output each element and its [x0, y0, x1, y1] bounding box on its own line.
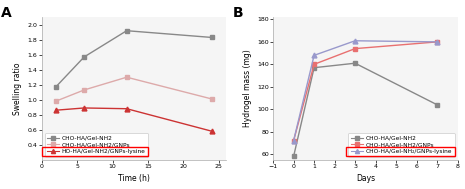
CHO-HA/Gel-NH₂/GNPs-lysine — [291, 139, 296, 142]
CHO-HA/Gel-NH2/GNPs — [209, 98, 214, 100]
CHO-HA/Gel-NH2/GNPs — [311, 63, 317, 65]
Line: CHO-HA/Gel-NH2: CHO-HA/Gel-NH2 — [291, 61, 439, 159]
Line: CHO-HA/Gel-NH2/GNPs: CHO-HA/Gel-NH2/GNPs — [53, 75, 214, 104]
HO-HA/Gel-NH2/GNPs-lysine — [209, 130, 214, 132]
HO-HA/Gel-NH2/GNPs-lysine — [53, 109, 59, 111]
CHO-HA/Gel-NH2 — [53, 86, 59, 88]
CHO-HA/Gel-NH2/GNPs — [81, 89, 87, 91]
CHO-HA/Gel-NH2 — [291, 155, 296, 157]
CHO-HA/Gel-NH2/GNPs — [434, 41, 440, 43]
Line: CHO-HA/Gel-NH2: CHO-HA/Gel-NH2 — [53, 28, 214, 89]
CHO-HA/Gel-NH2/GNPs — [124, 76, 129, 78]
CHO-HA/Gel-NH2 — [209, 36, 214, 39]
CHO-HA/Gel-NH₂/GNPs-lysine — [311, 54, 317, 57]
CHO-HA/Gel-NH2/GNPs — [53, 100, 59, 102]
Legend: CHO-HA/Gel-NH2, CHO-HA/Gel-NH2/GNPs, HO-HA/Gel-NH2/GNPs-lysine: CHO-HA/Gel-NH2, CHO-HA/Gel-NH2/GNPs, HO-… — [45, 133, 148, 157]
Y-axis label: Hydrogel mass (mg): Hydrogel mass (mg) — [243, 50, 252, 127]
Text: A: A — [1, 6, 12, 20]
Line: CHO-HA/Gel-NH₂/GNPs-lysine: CHO-HA/Gel-NH₂/GNPs-lysine — [291, 38, 439, 143]
HO-HA/Gel-NH2/GNPs-lysine — [81, 107, 87, 109]
X-axis label: Days: Days — [356, 174, 375, 184]
Line: CHO-HA/Gel-NH2/GNPs: CHO-HA/Gel-NH2/GNPs — [291, 40, 439, 143]
Line: HO-HA/Gel-NH2/GNPs-lysine: HO-HA/Gel-NH2/GNPs-lysine — [53, 105, 214, 134]
CHO-HA/Gel-NH2/GNPs — [352, 47, 358, 50]
CHO-HA/Gel-NH2 — [124, 29, 129, 32]
Legend: CHO-HA/Gel-NH2, CHO-HA/Gel-NH2/GNPs, CHO-HA/Gel-NH₂/GNPs-lysine: CHO-HA/Gel-NH2, CHO-HA/Gel-NH2/GNPs, CHO… — [348, 133, 455, 157]
CHO-HA/Gel-NH2 — [434, 104, 440, 106]
Y-axis label: Swelling ratio: Swelling ratio — [13, 62, 22, 115]
HO-HA/Gel-NH2/GNPs-lysine — [124, 108, 129, 110]
CHO-HA/Gel-NH2 — [311, 67, 317, 69]
CHO-HA/Gel-NH₂/GNPs-lysine — [434, 41, 440, 43]
X-axis label: Time (h): Time (h) — [118, 174, 150, 184]
CHO-HA/Gel-NH2/GNPs — [291, 139, 296, 142]
Text: B: B — [232, 6, 243, 20]
CHO-HA/Gel-NH₂/GNPs-lysine — [352, 40, 358, 42]
CHO-HA/Gel-NH2 — [352, 62, 358, 64]
CHO-HA/Gel-NH2 — [81, 56, 87, 58]
